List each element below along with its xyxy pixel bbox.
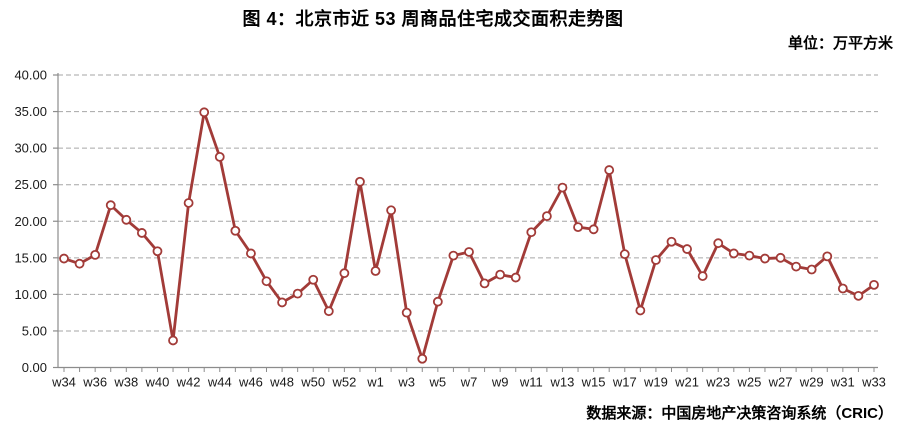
x-axis-label: w21 — [674, 375, 699, 390]
data-point-marker — [853, 290, 864, 301]
x-axis-label: w29 — [799, 375, 824, 390]
data-point-marker — [246, 248, 256, 259]
x-axis-label: w38 — [113, 375, 138, 390]
data-point-marker — [183, 198, 194, 208]
y-axis-label: 25.00 — [14, 177, 47, 192]
data-point-marker — [261, 276, 272, 287]
data-point-marker — [526, 227, 537, 238]
x-axis-label: w52 — [331, 375, 356, 390]
x-axis-label: w31 — [830, 375, 855, 390]
data-point-marker — [713, 238, 724, 249]
data-point-marker — [541, 211, 552, 222]
x-axis-label: w9 — [491, 375, 509, 390]
data-point-marker — [464, 247, 474, 257]
data-point-marker — [401, 307, 412, 318]
data-point-marker — [448, 250, 459, 261]
data-point-marker — [775, 252, 786, 263]
data-point-marker — [136, 228, 147, 238]
data-point-marker — [697, 271, 708, 281]
x-axis-label: w34 — [51, 375, 76, 390]
data-point-marker — [495, 269, 506, 280]
chart-title: 图 4：北京市近 53 周商品住宅成交面积走势图 — [242, 9, 624, 29]
data-point-marker — [417, 353, 428, 364]
x-axis-label: w11 — [519, 375, 543, 390]
data-point-marker — [651, 255, 661, 265]
x-axis-label: w3 — [397, 375, 415, 390]
data-point-marker — [666, 236, 677, 247]
data-point-marker — [323, 306, 334, 317]
data-point-marker — [635, 305, 646, 316]
data-point-marker — [370, 266, 381, 276]
data-point-marker — [292, 288, 303, 299]
data-point-marker — [806, 264, 817, 275]
data-point-marker — [479, 278, 490, 289]
data-point-marker — [557, 182, 568, 193]
x-axis-label: w40 — [145, 375, 170, 390]
y-axis-label: 35.00 — [14, 104, 47, 119]
y-axis-label: 0.00 — [22, 360, 47, 375]
data-point-marker — [588, 224, 599, 235]
y-axis-label: 20.00 — [14, 214, 47, 229]
x-axis-label: w17 — [612, 375, 637, 390]
y-axis-label: 30.00 — [14, 141, 47, 156]
x-axis-label: w33 — [861, 375, 886, 390]
y-axis-label: 40.00 — [14, 68, 47, 83]
data-point-marker — [339, 268, 350, 279]
x-axis-label: w36 — [82, 375, 107, 390]
data-point-marker — [573, 222, 583, 233]
data-point-marker — [152, 246, 163, 257]
data-source-label: 数据来源：中国房地产决策咨询系统（CRIC） — [586, 405, 893, 422]
data-point-marker — [214, 151, 225, 162]
data-point-marker — [121, 214, 132, 225]
data-point-marker — [837, 283, 848, 294]
data-point-marker — [386, 205, 397, 216]
x-axis-label: w46 — [238, 375, 263, 390]
unit-label: 单位：万平方米 — [787, 35, 893, 52]
data-point-marker — [90, 249, 101, 260]
x-axis-label: w7 — [460, 375, 478, 390]
data-point-marker — [682, 244, 692, 254]
x-axis-label: w5 — [429, 375, 447, 390]
x-axis-label: w25 — [736, 375, 761, 390]
data-point-marker — [744, 250, 755, 261]
y-axis-label: 15.00 — [14, 250, 47, 265]
x-axis-label: w19 — [643, 375, 668, 390]
x-axis-label: w23 — [705, 375, 730, 390]
data-point-marker — [760, 253, 770, 264]
data-point-marker — [822, 251, 833, 262]
data-point-marker — [355, 176, 365, 187]
series-line — [62, 110, 876, 361]
x-axis-label: w48 — [269, 375, 294, 390]
x-axis-label: w42 — [176, 375, 201, 390]
data-point-marker — [74, 258, 85, 269]
x-axis-label: w1 — [366, 375, 384, 390]
x-axis-label: w44 — [207, 375, 232, 390]
data-point-marker — [728, 248, 739, 259]
data-point-marker — [230, 225, 241, 236]
data-point-marker — [604, 165, 615, 175]
data-point-marker — [619, 249, 630, 260]
data-point-marker — [869, 279, 879, 290]
data-point-marker — [510, 272, 521, 283]
x-axis-label: w50 — [300, 375, 325, 390]
data-point-marker — [105, 200, 116, 211]
data-point-marker — [59, 253, 69, 264]
data-point-marker — [199, 107, 210, 118]
data-point-marker — [432, 296, 443, 307]
data-point-marker — [168, 335, 178, 346]
x-axis-label: w15 — [581, 375, 606, 390]
x-axis-label: w13 — [550, 375, 575, 390]
y-axis-label: 10.00 — [14, 287, 47, 302]
data-point-marker — [308, 274, 319, 285]
x-axis-label: w27 — [768, 375, 793, 390]
data-point-marker — [791, 261, 802, 272]
data-point-marker — [277, 297, 287, 308]
y-axis-label: 5.00 — [22, 323, 47, 338]
